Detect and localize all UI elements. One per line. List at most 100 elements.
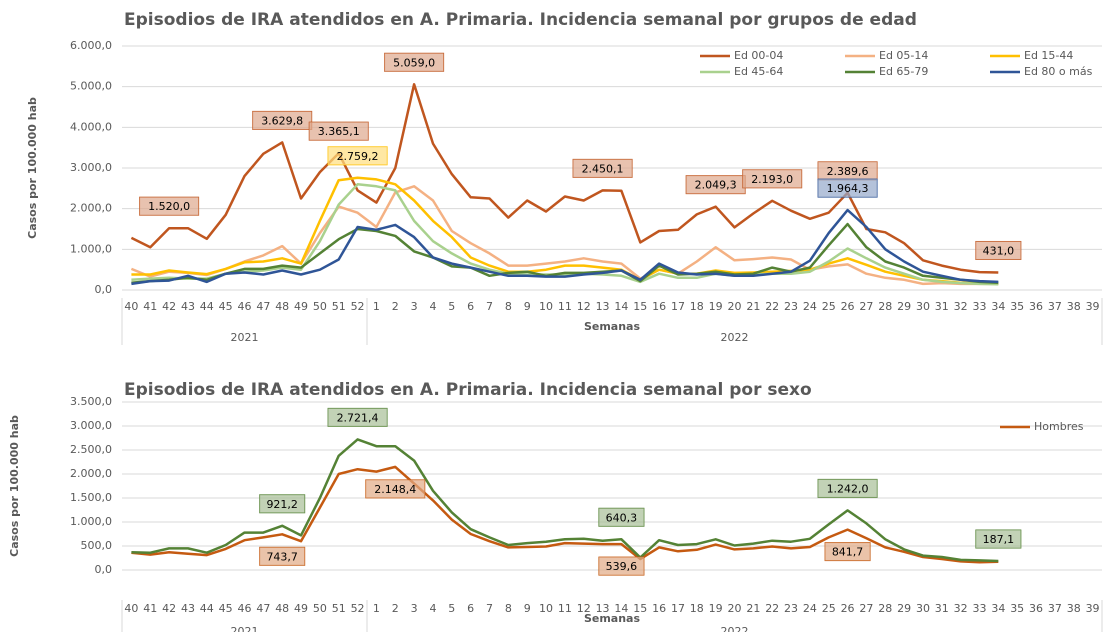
data-label: 2.759,2	[337, 150, 379, 163]
x-tick-label: 38	[1067, 602, 1081, 615]
x-tick-label: 33	[973, 602, 987, 615]
series-line	[130, 83, 999, 274]
x-tick-label: 8	[505, 300, 512, 313]
data-label-back	[975, 241, 1021, 260]
x-tick-label: 44	[200, 300, 214, 313]
x-tick-label: 31	[935, 602, 949, 615]
series-line	[130, 185, 999, 286]
data-label-back	[818, 479, 878, 498]
x-tick-label: 37	[1048, 300, 1062, 313]
x-tick-label: 37	[1048, 602, 1062, 615]
x-tick-label: 34	[991, 300, 1005, 313]
y-tick-label: 6.000,0	[70, 39, 112, 52]
y-tick-label: 2.000,0	[70, 202, 112, 215]
x-tick-label: 41	[143, 300, 157, 313]
x-tick-label: 45	[219, 602, 233, 615]
x-group-label: 2022	[721, 625, 749, 632]
series-line	[131, 208, 999, 286]
data-label: 2.148,4	[374, 483, 416, 496]
legend-label: Ed 15-44	[1024, 49, 1073, 62]
legend-label: Ed 00-04	[734, 49, 783, 62]
data-label-box	[139, 196, 200, 216]
x-tick-label: 35	[1010, 602, 1024, 615]
x-tick-label: 17	[671, 602, 685, 615]
x-tick-label: 38	[1067, 300, 1081, 313]
x-tick-label: 9	[524, 602, 531, 615]
y-tick-label: 2.000,0	[70, 467, 112, 480]
y-tick-label: 1.000,0	[70, 242, 112, 255]
x-tick-label: 23	[784, 602, 798, 615]
legend-label: Ed 45-64	[734, 65, 783, 78]
x-tick-label: 50	[313, 602, 327, 615]
x-tick-label: 43	[181, 602, 195, 615]
x-tick-label: 24	[803, 602, 817, 615]
x-tick-label: 3	[411, 602, 418, 615]
x-tick-label: 26	[841, 300, 855, 313]
data-label-box	[308, 121, 369, 141]
x-tick-label: 33	[973, 300, 987, 313]
data-label-back	[365, 479, 425, 498]
y-tick-label: 3.500,0	[70, 395, 112, 408]
x-tick-label: 22	[765, 300, 779, 313]
x-tick-label: 13	[596, 602, 610, 615]
x-tick-label: 5	[448, 602, 455, 615]
data-label-box	[365, 479, 426, 499]
data-label: 2.450,1	[582, 162, 624, 175]
data-label: 841,7	[832, 546, 864, 559]
data-label-back	[742, 169, 802, 188]
x-tick-label: 7	[486, 300, 493, 313]
chart-title: Episodios de IRA atendidos en A. Primari…	[124, 380, 812, 400]
data-label-box	[259, 546, 306, 566]
x-tick-label: 39	[1086, 300, 1100, 313]
data-label: 1.242,0	[827, 482, 869, 495]
data-label: 1.964,3	[827, 182, 869, 195]
x-tick-label: 36	[1029, 602, 1043, 615]
data-label-back	[598, 557, 644, 576]
data-label-back	[573, 159, 633, 178]
x-tick-label: 14	[614, 300, 628, 313]
data-label: 2.049,3	[695, 179, 737, 192]
data-label-box	[259, 494, 306, 514]
x-tick-label: 16	[652, 300, 666, 313]
x-tick-label: 52	[351, 602, 365, 615]
x-tick-label: 32	[954, 602, 968, 615]
data-label: 187,1	[983, 533, 1015, 546]
legend-label: Ed 80 o más	[1024, 65, 1093, 78]
y-tick-label: 2.500,0	[70, 443, 112, 456]
series-line	[131, 222, 999, 284]
data-label-box	[598, 507, 645, 527]
x-tick-label: 18	[690, 602, 704, 615]
x-tick-label: 25	[822, 602, 836, 615]
data-label-back	[825, 542, 871, 561]
x-tick-label: 44	[200, 602, 214, 615]
x-tick-label: 49	[294, 602, 308, 615]
data-label: 539,6	[606, 560, 638, 573]
x-tick-label: 4	[429, 300, 436, 313]
x-tick-label: 39	[1086, 602, 1100, 615]
x-tick-label: 11	[558, 602, 572, 615]
x-tick-label: 2	[392, 602, 399, 615]
data-label: 2.721,4	[337, 411, 379, 424]
data-label-back	[252, 111, 312, 130]
data-label-box	[742, 169, 803, 189]
x-tick-label: 43	[181, 300, 195, 313]
chart: Episodios de IRA atendidos en A. Primari…	[8, 380, 1103, 632]
x-tick-label: 41	[143, 602, 157, 615]
data-label: 640,3	[606, 511, 638, 524]
x-axis-title: Semanas	[584, 320, 641, 333]
data-label: 921,2	[266, 498, 298, 511]
x-tick-label: 32	[954, 300, 968, 313]
x-tick-label: 4	[429, 602, 436, 615]
x-tick-label: 26	[841, 602, 855, 615]
x-tick-label: 16	[652, 602, 666, 615]
x-tick-label: 21	[746, 602, 760, 615]
data-label-back	[139, 197, 199, 216]
chart-title: Episodios de IRA atendidos en A. Primari…	[124, 10, 917, 30]
x-tick-label: 24	[803, 300, 817, 313]
data-label: 5.059,0	[393, 56, 435, 69]
y-tick-label: 3.000,0	[70, 161, 112, 174]
y-axis-title: Casos por 100.000 hab	[8, 415, 21, 557]
x-tick-label: 1	[373, 602, 380, 615]
data-label-box	[327, 407, 388, 427]
x-tick-label: 12	[577, 602, 591, 615]
